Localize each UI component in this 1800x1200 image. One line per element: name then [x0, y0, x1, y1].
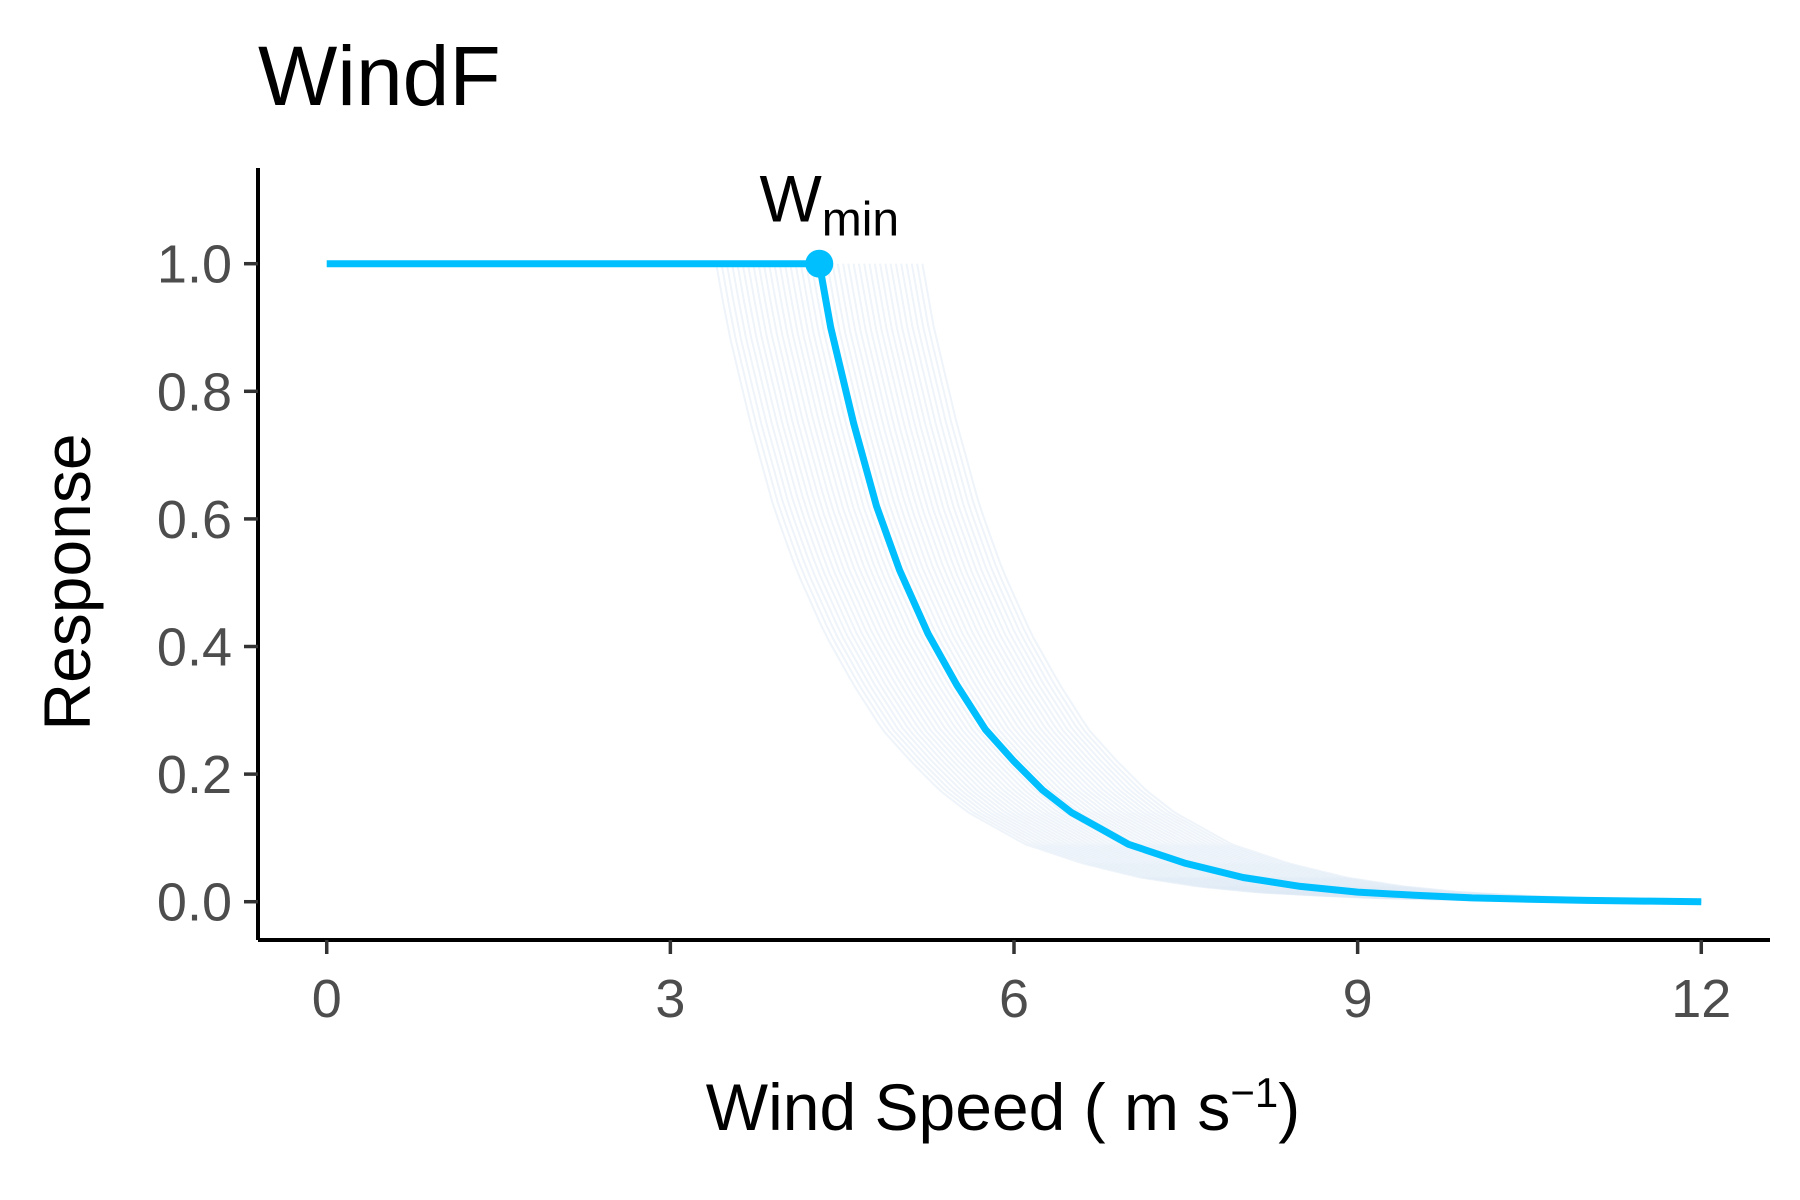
band-curve: [873, 263, 1702, 903]
y-tick-label: 0.4: [157, 618, 232, 678]
band-curve: [836, 263, 1702, 903]
x-tick-label: 12: [1671, 969, 1731, 1029]
band-curve: [868, 263, 1702, 903]
wmin-annotation: Wmin: [759, 162, 899, 247]
x-tick-label: 9: [1343, 969, 1373, 1029]
chart-title: WindF: [258, 29, 501, 123]
y-tick-label: 1.0: [157, 235, 232, 295]
wmin-annotation-main: W: [759, 162, 822, 236]
band-curve: [720, 263, 1702, 903]
wmin-point: [805, 249, 834, 278]
y-ticks: 0.0 0.2 0.4 0.6 0.8 1.0: [157, 235, 258, 933]
y-tick-label: 0.2: [157, 745, 232, 805]
main-series-layer: [326, 249, 1702, 906]
y-tick-label: 0.0: [157, 873, 232, 933]
x-tick-label: 6: [999, 969, 1029, 1029]
x-tick-label: 3: [655, 969, 685, 1029]
band-curve: [715, 263, 1702, 903]
band-curve: [752, 263, 1702, 903]
band-curve: [831, 263, 1702, 903]
x-axis-label-main: Wind Speed ( m s: [706, 1070, 1231, 1144]
x-axis-label-superscript: −1: [1230, 1069, 1278, 1116]
x-axis-label: Wind Speed ( m s−1): [706, 1069, 1300, 1145]
band-curve: [789, 263, 1702, 903]
y-tick-label: 0.6: [157, 490, 232, 550]
main-series-line: [326, 260, 1702, 906]
band-curve: [783, 263, 1702, 903]
x-ticks: 0 3 6 9 12: [312, 940, 1731, 1029]
x-axis-label-close: ): [1278, 1070, 1300, 1144]
wmin-annotation-sub: min: [822, 194, 899, 247]
y-axis-label: Response: [30, 433, 104, 730]
band-curve: [910, 263, 1702, 902]
band-curve: [916, 263, 1702, 902]
band-curve: [905, 263, 1702, 902]
y-tick-label: 0.8: [157, 362, 232, 422]
x-tick-label: 0: [312, 969, 342, 1029]
uncertainty-band: [715, 263, 1702, 903]
band-curve: [820, 263, 1702, 903]
